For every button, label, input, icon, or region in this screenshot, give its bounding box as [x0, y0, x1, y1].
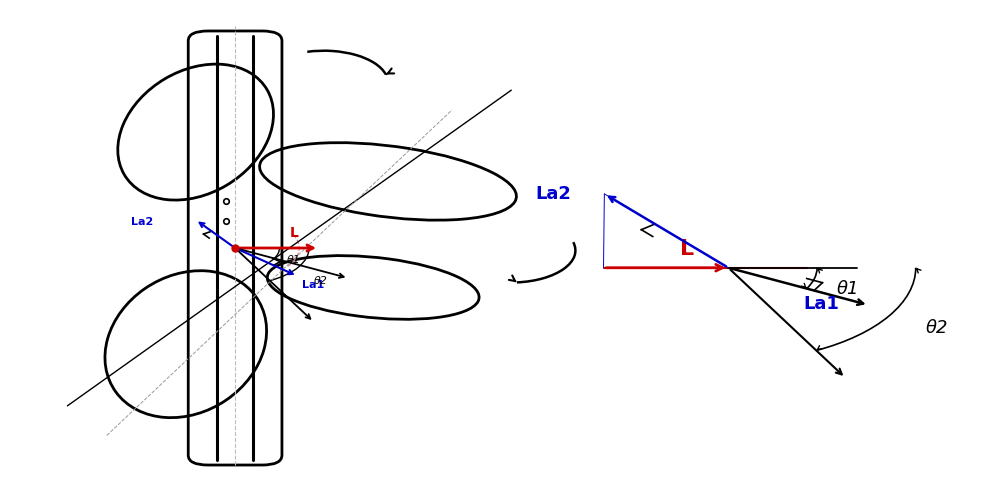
Text: θ1: θ1 [837, 280, 859, 299]
Text: L: L [680, 240, 694, 259]
Text: θ2: θ2 [925, 319, 948, 337]
Text: La1: La1 [803, 295, 839, 312]
Text: La1: La1 [302, 280, 325, 290]
Text: La2: La2 [131, 217, 154, 227]
Text: θ2: θ2 [314, 275, 328, 286]
Text: L: L [290, 226, 299, 240]
Text: θ1: θ1 [286, 255, 300, 265]
Text: La2: La2 [535, 185, 571, 203]
